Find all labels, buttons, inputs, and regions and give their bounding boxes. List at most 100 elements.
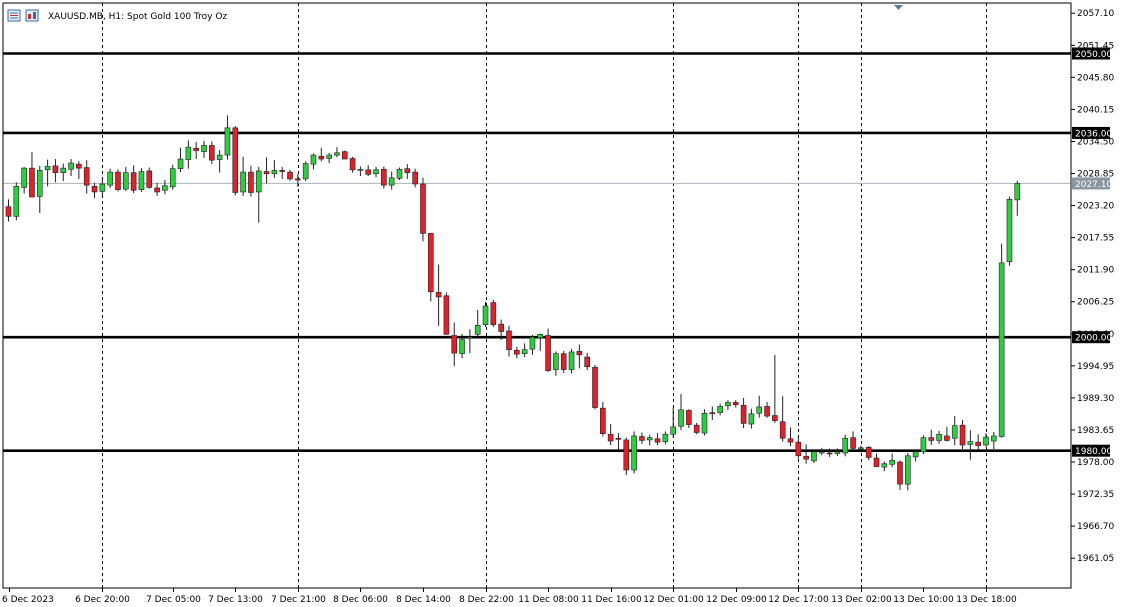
- candle[interactable]: [748, 408, 755, 429]
- candle[interactable]: [248, 165, 254, 197]
- candle[interactable]: [772, 354, 778, 423]
- candle[interactable]: [779, 396, 786, 442]
- candle[interactable]: [740, 397, 747, 428]
- candle[interactable]: [29, 152, 35, 198]
- candle[interactable]: [811, 449, 817, 464]
- candle[interactable]: [381, 166, 387, 189]
- candle[interactable]: [162, 180, 168, 195]
- candle[interactable]: [654, 433, 661, 446]
- candle[interactable]: [216, 149, 223, 173]
- candle[interactable]: [36, 165, 43, 213]
- candle[interactable]: [529, 334, 536, 355]
- candle[interactable]: [146, 167, 153, 189]
- candle[interactable]: [693, 422, 700, 435]
- candle[interactable]: [600, 401, 606, 437]
- candle[interactable]: [420, 177, 426, 242]
- candle[interactable]: [858, 445, 864, 453]
- candle[interactable]: [584, 353, 590, 371]
- candle[interactable]: [482, 302, 489, 327]
- candle[interactable]: [240, 156, 246, 196]
- candle[interactable]: [513, 346, 520, 359]
- candle[interactable]: [302, 161, 309, 182]
- candle[interactable]: [52, 159, 59, 183]
- candle[interactable]: [255, 166, 262, 223]
- candle[interactable]: [224, 115, 231, 160]
- candle[interactable]: [607, 424, 614, 446]
- candle[interactable]: [427, 232, 434, 302]
- candle[interactable]: [193, 142, 199, 160]
- candle[interactable]: [310, 153, 317, 170]
- candle[interactable]: [553, 351, 559, 376]
- candle[interactable]: [83, 160, 90, 194]
- candle[interactable]: [936, 430, 942, 444]
- candle[interactable]: [912, 450, 919, 462]
- candle[interactable]: [944, 426, 950, 442]
- candle[interactable]: [287, 169, 293, 181]
- candle[interactable]: [177, 147, 184, 173]
- candle[interactable]: [568, 349, 575, 374]
- candle[interactable]: [701, 409, 708, 436]
- candle[interactable]: [865, 446, 872, 461]
- candle[interactable]: [185, 140, 192, 169]
- candle[interactable]: [365, 165, 372, 177]
- candle[interactable]: [99, 178, 106, 197]
- candle[interactable]: [795, 436, 802, 459]
- candle[interactable]: [115, 169, 121, 192]
- candle[interactable]: [646, 434, 653, 446]
- candle[interactable]: [717, 403, 723, 416]
- candle[interactable]: [443, 292, 450, 335]
- candle[interactable]: [951, 416, 958, 446]
- candle[interactable]: [732, 400, 739, 408]
- candle[interactable]: [435, 264, 442, 326]
- candle[interactable]: [326, 152, 332, 164]
- candle[interactable]: [349, 156, 356, 173]
- candle[interactable]: [756, 395, 763, 418]
- chart-properties-icon[interactable]: [25, 9, 39, 22]
- candle[interactable]: [107, 168, 113, 188]
- candle[interactable]: [5, 199, 12, 222]
- candle[interactable]: [764, 401, 770, 418]
- candle[interactable]: [670, 407, 677, 438]
- candle[interactable]: [357, 166, 364, 177]
- candle[interactable]: [21, 166, 27, 194]
- candle[interactable]: [639, 432, 645, 444]
- candle[interactable]: [904, 452, 911, 491]
- candle[interactable]: [787, 427, 794, 447]
- candle[interactable]: [76, 161, 82, 179]
- candle[interactable]: [388, 171, 395, 190]
- candle[interactable]: [154, 182, 160, 196]
- candle[interactable]: [615, 433, 622, 451]
- candle[interactable]: [91, 182, 98, 199]
- candle[interactable]: [60, 163, 67, 182]
- candle[interactable]: [201, 140, 207, 158]
- candle[interactable]: [991, 431, 997, 449]
- chart-window-icon[interactable]: [7, 9, 21, 22]
- candle[interactable]: [474, 309, 481, 338]
- candle[interactable]: [318, 147, 325, 162]
- candle[interactable]: [498, 319, 504, 341]
- candle[interactable]: [560, 350, 567, 373]
- candle[interactable]: [459, 333, 465, 359]
- candle[interactable]: [271, 160, 278, 178]
- candle[interactable]: [686, 409, 692, 428]
- candle[interactable]: [373, 166, 379, 178]
- candle[interactable]: [975, 434, 981, 451]
- candle[interactable]: [396, 167, 403, 181]
- candle[interactable]: [44, 159, 51, 187]
- candle[interactable]: [998, 243, 1005, 438]
- candle[interactable]: [506, 325, 512, 357]
- candle[interactable]: [123, 166, 129, 191]
- candle[interactable]: [521, 343, 528, 358]
- candle[interactable]: [678, 393, 684, 431]
- candle[interactable]: [709, 406, 716, 421]
- candle[interactable]: [169, 164, 176, 190]
- candle[interactable]: [138, 168, 145, 192]
- candle[interactable]: [130, 165, 137, 194]
- candle[interactable]: [467, 329, 473, 354]
- candle[interactable]: [623, 437, 630, 476]
- candle[interactable]: [1014, 180, 1021, 216]
- candle[interactable]: [341, 150, 348, 160]
- candle[interactable]: [662, 431, 669, 445]
- candle[interactable]: [279, 166, 286, 179]
